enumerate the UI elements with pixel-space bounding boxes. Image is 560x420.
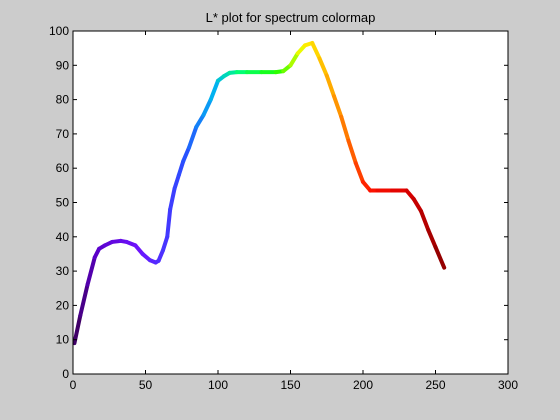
- series-segment: [160, 234, 170, 253]
- x-tick-label: 300: [498, 378, 518, 392]
- x-tick-label: 150: [280, 378, 300, 392]
- y-tick-label: 100: [49, 24, 69, 38]
- series-segment: [181, 145, 191, 164]
- series-segment: [353, 161, 365, 184]
- y-tick-label: 30: [56, 264, 70, 278]
- series-segment: [176, 159, 186, 178]
- series-segment: [346, 138, 358, 166]
- x-tick-label: 250: [425, 378, 445, 392]
- y-tick-label: 90: [56, 58, 70, 72]
- series-segment: [339, 114, 351, 143]
- series-segment: [187, 125, 199, 150]
- series-segment: [310, 41, 322, 61]
- x-tick-label: 100: [208, 378, 228, 392]
- series-line: [72, 41, 447, 346]
- chart-title: L* plot for spectrum colormap: [206, 10, 376, 25]
- series-segment: [201, 97, 213, 118]
- x-tick-label: 200: [353, 378, 373, 392]
- series-segment: [78, 282, 90, 318]
- series-segment: [168, 186, 177, 212]
- y-tick-label: 70: [56, 127, 70, 141]
- series-segment: [288, 51, 300, 68]
- series-segment: [194, 113, 206, 130]
- y-tick-label: 50: [56, 196, 70, 210]
- x-tick-label: 50: [139, 378, 153, 392]
- y-tick-label: 20: [56, 298, 70, 312]
- series-segment: [433, 245, 447, 270]
- y-tick-label: 60: [56, 161, 70, 175]
- series-segment: [419, 209, 431, 232]
- series-segment: [72, 313, 83, 346]
- series-segment: [85, 255, 97, 287]
- y-tick-label: 10: [56, 333, 70, 347]
- y-tick-label: 0: [62, 367, 69, 381]
- series-segment: [332, 94, 344, 119]
- series-segment: [317, 56, 329, 78]
- x-tick-label: 0: [70, 378, 77, 392]
- series-segment: [426, 227, 438, 250]
- series-segment: [165, 207, 173, 239]
- plot-area: [73, 31, 508, 374]
- series-segment: [411, 197, 423, 214]
- series-segment: [208, 78, 220, 102]
- series-segment: [324, 73, 336, 99]
- series-segment: [172, 173, 181, 191]
- y-tick-label: 40: [56, 230, 70, 244]
- y-tick-label: 80: [56, 93, 70, 107]
